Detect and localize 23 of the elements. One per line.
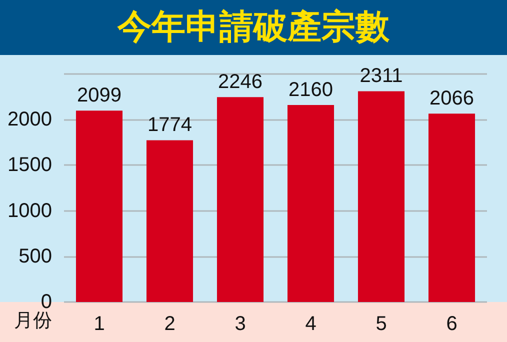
chart-title: 今年申請破產宗數 xyxy=(116,7,390,47)
x-tick-label: 4 xyxy=(305,313,316,335)
data-label: 2246 xyxy=(218,71,262,94)
bar xyxy=(146,140,194,302)
x-tick-label: 2 xyxy=(164,313,176,335)
y-tick-label: 500 xyxy=(18,245,52,268)
bar xyxy=(76,110,123,302)
data-label: 1774 xyxy=(148,114,192,136)
bar xyxy=(287,105,334,302)
bar xyxy=(428,114,476,302)
bar xyxy=(358,91,405,302)
y-tick-label: 2000 xyxy=(8,108,52,131)
data-label: 2311 xyxy=(360,65,403,88)
x-tick-label: 5 xyxy=(376,313,387,335)
x-tick-label: 3 xyxy=(234,313,246,335)
data-label: 2160 xyxy=(288,79,333,102)
x-tick-label: 6 xyxy=(446,313,458,335)
y-tick-label: 1000 xyxy=(8,200,52,222)
x-tick-label: 1 xyxy=(94,313,105,335)
data-label: 2066 xyxy=(430,88,474,110)
bar xyxy=(216,97,264,302)
y-tick-label: 1500 xyxy=(8,154,52,176)
data-label: 2099 xyxy=(77,84,122,107)
